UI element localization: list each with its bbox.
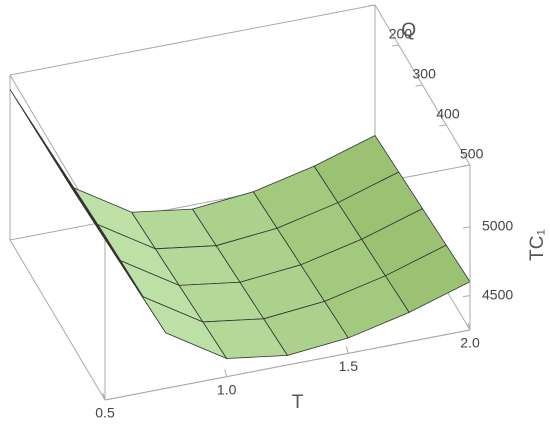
y-tick xyxy=(415,84,423,87)
x-tick xyxy=(345,346,349,354)
z-tick-label: 5000 xyxy=(482,218,513,234)
box-edge xyxy=(9,4,376,76)
box-front xyxy=(104,165,471,401)
z-tick xyxy=(462,226,471,229)
y-tick-label: 100 xyxy=(365,0,389,2)
z-tick-label: 4500 xyxy=(482,286,513,302)
y-tick xyxy=(391,44,399,47)
labels: 0.5 1.0 1.5 2.0 100 200 300 400 500 4500 5000 T Q TC₁ xyxy=(95,0,548,421)
y-tick xyxy=(367,4,376,7)
x-tick-label: 1.5 xyxy=(339,358,359,374)
x-tick-label: 0.5 xyxy=(95,405,115,421)
surface xyxy=(9,89,471,360)
y-tick-label: 500 xyxy=(460,146,484,162)
x-tick xyxy=(467,322,471,331)
box-edge xyxy=(9,239,106,401)
z-axis-label: TC₁ xyxy=(527,229,548,261)
x-tick-label: 1.0 xyxy=(217,381,237,397)
y-tick xyxy=(439,124,447,127)
z-tick xyxy=(462,295,471,298)
x-tick-label: 2.0 xyxy=(460,335,480,351)
x-axis-label: T xyxy=(292,392,304,413)
y-tick-label: 200 xyxy=(389,26,413,42)
x-tick xyxy=(102,392,106,401)
y-tick-label: 300 xyxy=(413,66,437,82)
x-tick xyxy=(224,369,228,377)
box-edge xyxy=(104,329,471,401)
y-tick xyxy=(462,164,471,167)
y-tick-label: 400 xyxy=(436,106,460,122)
y-axis-label: Q xyxy=(401,20,416,41)
